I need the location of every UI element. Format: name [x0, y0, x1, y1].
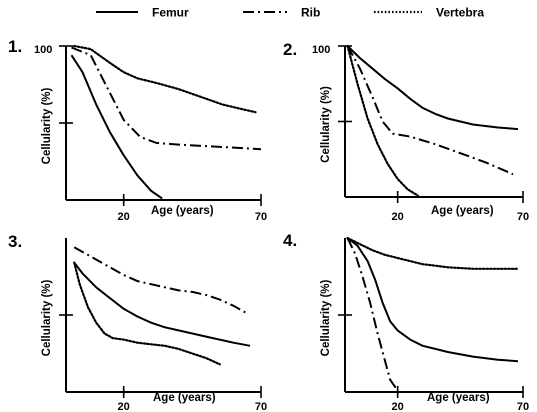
y-axis-label: Cellularity (%): [320, 279, 332, 356]
legend-label-vertebra: Vertebra: [436, 6, 484, 20]
x-axis-label: Age (years): [427, 392, 490, 404]
x-tick-label: 70: [255, 401, 267, 412]
legend-label-femur: Femur: [152, 6, 189, 20]
series-line-vertebra: [73, 44, 257, 114]
panel-label: 4.: [283, 231, 297, 250]
x-tick-label: 70: [255, 211, 267, 223]
panel-2: 2. 100 20 70 Age (years) Cellularity (%): [283, 40, 529, 223]
x-tick-label: 20: [392, 211, 404, 223]
y-tick-label: 100: [34, 44, 52, 56]
series-line-rib: [73, 246, 248, 315]
series-line-rib: [71, 46, 262, 151]
panel-1: 1. 100 20 70 Age (years) Cellularity (%): [8, 37, 267, 223]
series-line-femur: [346, 45, 519, 131]
series-line-femur: [70, 54, 163, 200]
x-axis-label: Age (years): [151, 205, 214, 217]
panel-3: 3. 20 70 Age (years) Cellularity (%): [8, 232, 267, 412]
panel-label: 1.: [8, 37, 22, 56]
series-line-femur: [73, 261, 251, 347]
panel-4: 4. 20 70 Age (years) Cellularity (%): [283, 231, 529, 412]
x-axis-label: Age (years): [153, 392, 216, 404]
series-line-femur: [346, 237, 519, 363]
x-tick-label: 20: [118, 211, 130, 223]
x-tick-label: 20: [118, 401, 130, 412]
panels: 1. 100 20 70 Age (years) Cellularity (%) 2. 100…: [8, 37, 529, 412]
legend-item-rib: Rib: [243, 6, 320, 20]
y-axis-label: Cellularity (%): [320, 86, 332, 163]
y-axis-label: Cellularity (%): [41, 279, 53, 356]
series-line-vertebra: [346, 236, 520, 270]
legend-label-rib: Rib: [301, 6, 320, 20]
x-tick-label: 70: [517, 211, 529, 223]
legend-item-femur: Femur: [96, 6, 189, 20]
x-tick-label: 70: [517, 401, 529, 412]
legend-item-vertebra: Vertebra: [374, 6, 484, 20]
y-tick-label: 100: [312, 44, 330, 56]
series-line-rib: [346, 45, 514, 176]
y-axis-label: Cellularity (%): [41, 87, 53, 164]
series-line-vertebra: [346, 44, 419, 197]
panel-label: 2.: [283, 40, 297, 59]
x-axis-label: Age (years): [431, 205, 494, 217]
series-line-vertebra: [73, 261, 221, 366]
legend: Femur Rib Vertebra: [96, 6, 484, 20]
panel-label: 3.: [8, 232, 22, 251]
series-line-rib: [346, 237, 399, 392]
x-tick-label: 20: [392, 401, 404, 412]
